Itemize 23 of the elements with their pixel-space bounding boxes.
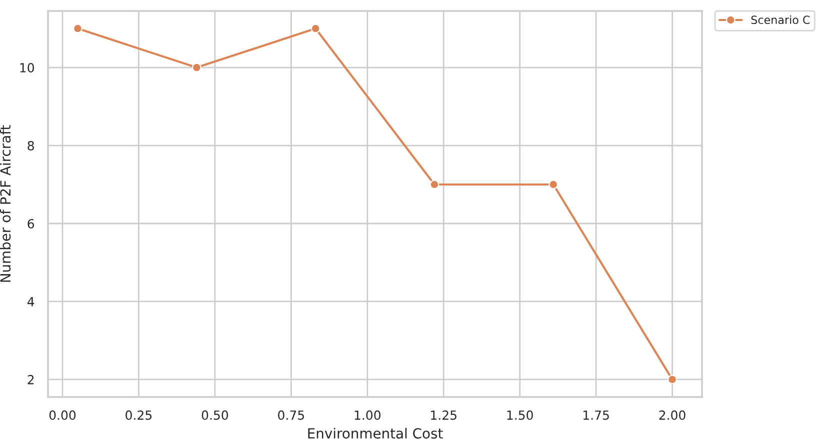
point [548,180,558,190]
point [430,180,440,190]
y-tick-label: 2 [28,374,34,384]
point [192,62,202,72]
x-tick-label: 1.25 [431,410,456,420]
legend-label: Scenario C [751,15,810,24]
point [73,24,82,34]
x-tick-label: 1.00 [354,410,380,420]
y-tick-label: 6 [28,218,34,228]
y-tick-label: 4 [27,297,34,306]
x-tick-label: 1.50 [507,410,533,420]
y-tick-label: 8 [28,140,34,150]
x-tick-label: 2.00 [659,410,686,420]
y-axis-title: Number of P2F Aircraft [0,125,11,282]
y-tick-label: 10 [20,63,34,72]
point [310,24,320,34]
x-tick-label: 1.75 [584,410,609,420]
x-tick-label: 0.75 [278,410,304,420]
point [668,374,677,384]
x-tick-label: 0.00 [49,410,76,420]
x-tick-label: 0.25 [126,410,152,420]
x-axis-title: Environmental Cost [308,428,443,439]
x-tick-label: 0.50 [202,410,228,420]
